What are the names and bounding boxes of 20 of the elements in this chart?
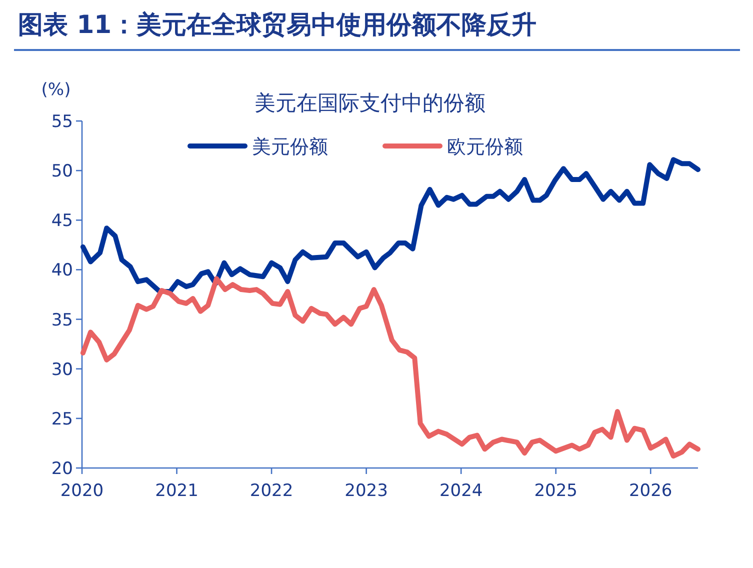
y-tick-label: 25 bbox=[51, 409, 73, 430]
y-tick-label: 55 bbox=[51, 112, 73, 132]
x-tick-label: 2021 bbox=[155, 481, 198, 501]
chart-subtitle: 美元在国际支付中的份额 bbox=[254, 91, 486, 115]
y-tick-label: 35 bbox=[51, 310, 73, 330]
x-tick-label: 2025 bbox=[534, 481, 578, 501]
x-tick-label: 2023 bbox=[344, 481, 388, 501]
y-tick-label: 30 bbox=[51, 360, 73, 380]
y-tick-label: 40 bbox=[51, 260, 73, 281]
x-tick-label: 2024 bbox=[439, 481, 483, 501]
y-tick-label: 45 bbox=[51, 211, 73, 232]
chart-title: 图表 11：美元在全球贸易中使用份额不降反升 bbox=[18, 10, 536, 39]
x-tick-label: 2026 bbox=[628, 481, 672, 501]
y-tick-label: 50 bbox=[51, 162, 73, 182]
legend-label: 欧元份额 bbox=[447, 136, 523, 158]
x-tick-label: 2022 bbox=[250, 481, 294, 501]
legend-label: 美元份额 bbox=[252, 136, 328, 158]
y-axis-title: (%) bbox=[41, 80, 71, 100]
y-tick-label: 20 bbox=[51, 459, 73, 479]
x-tick-label: 2020 bbox=[60, 481, 104, 501]
